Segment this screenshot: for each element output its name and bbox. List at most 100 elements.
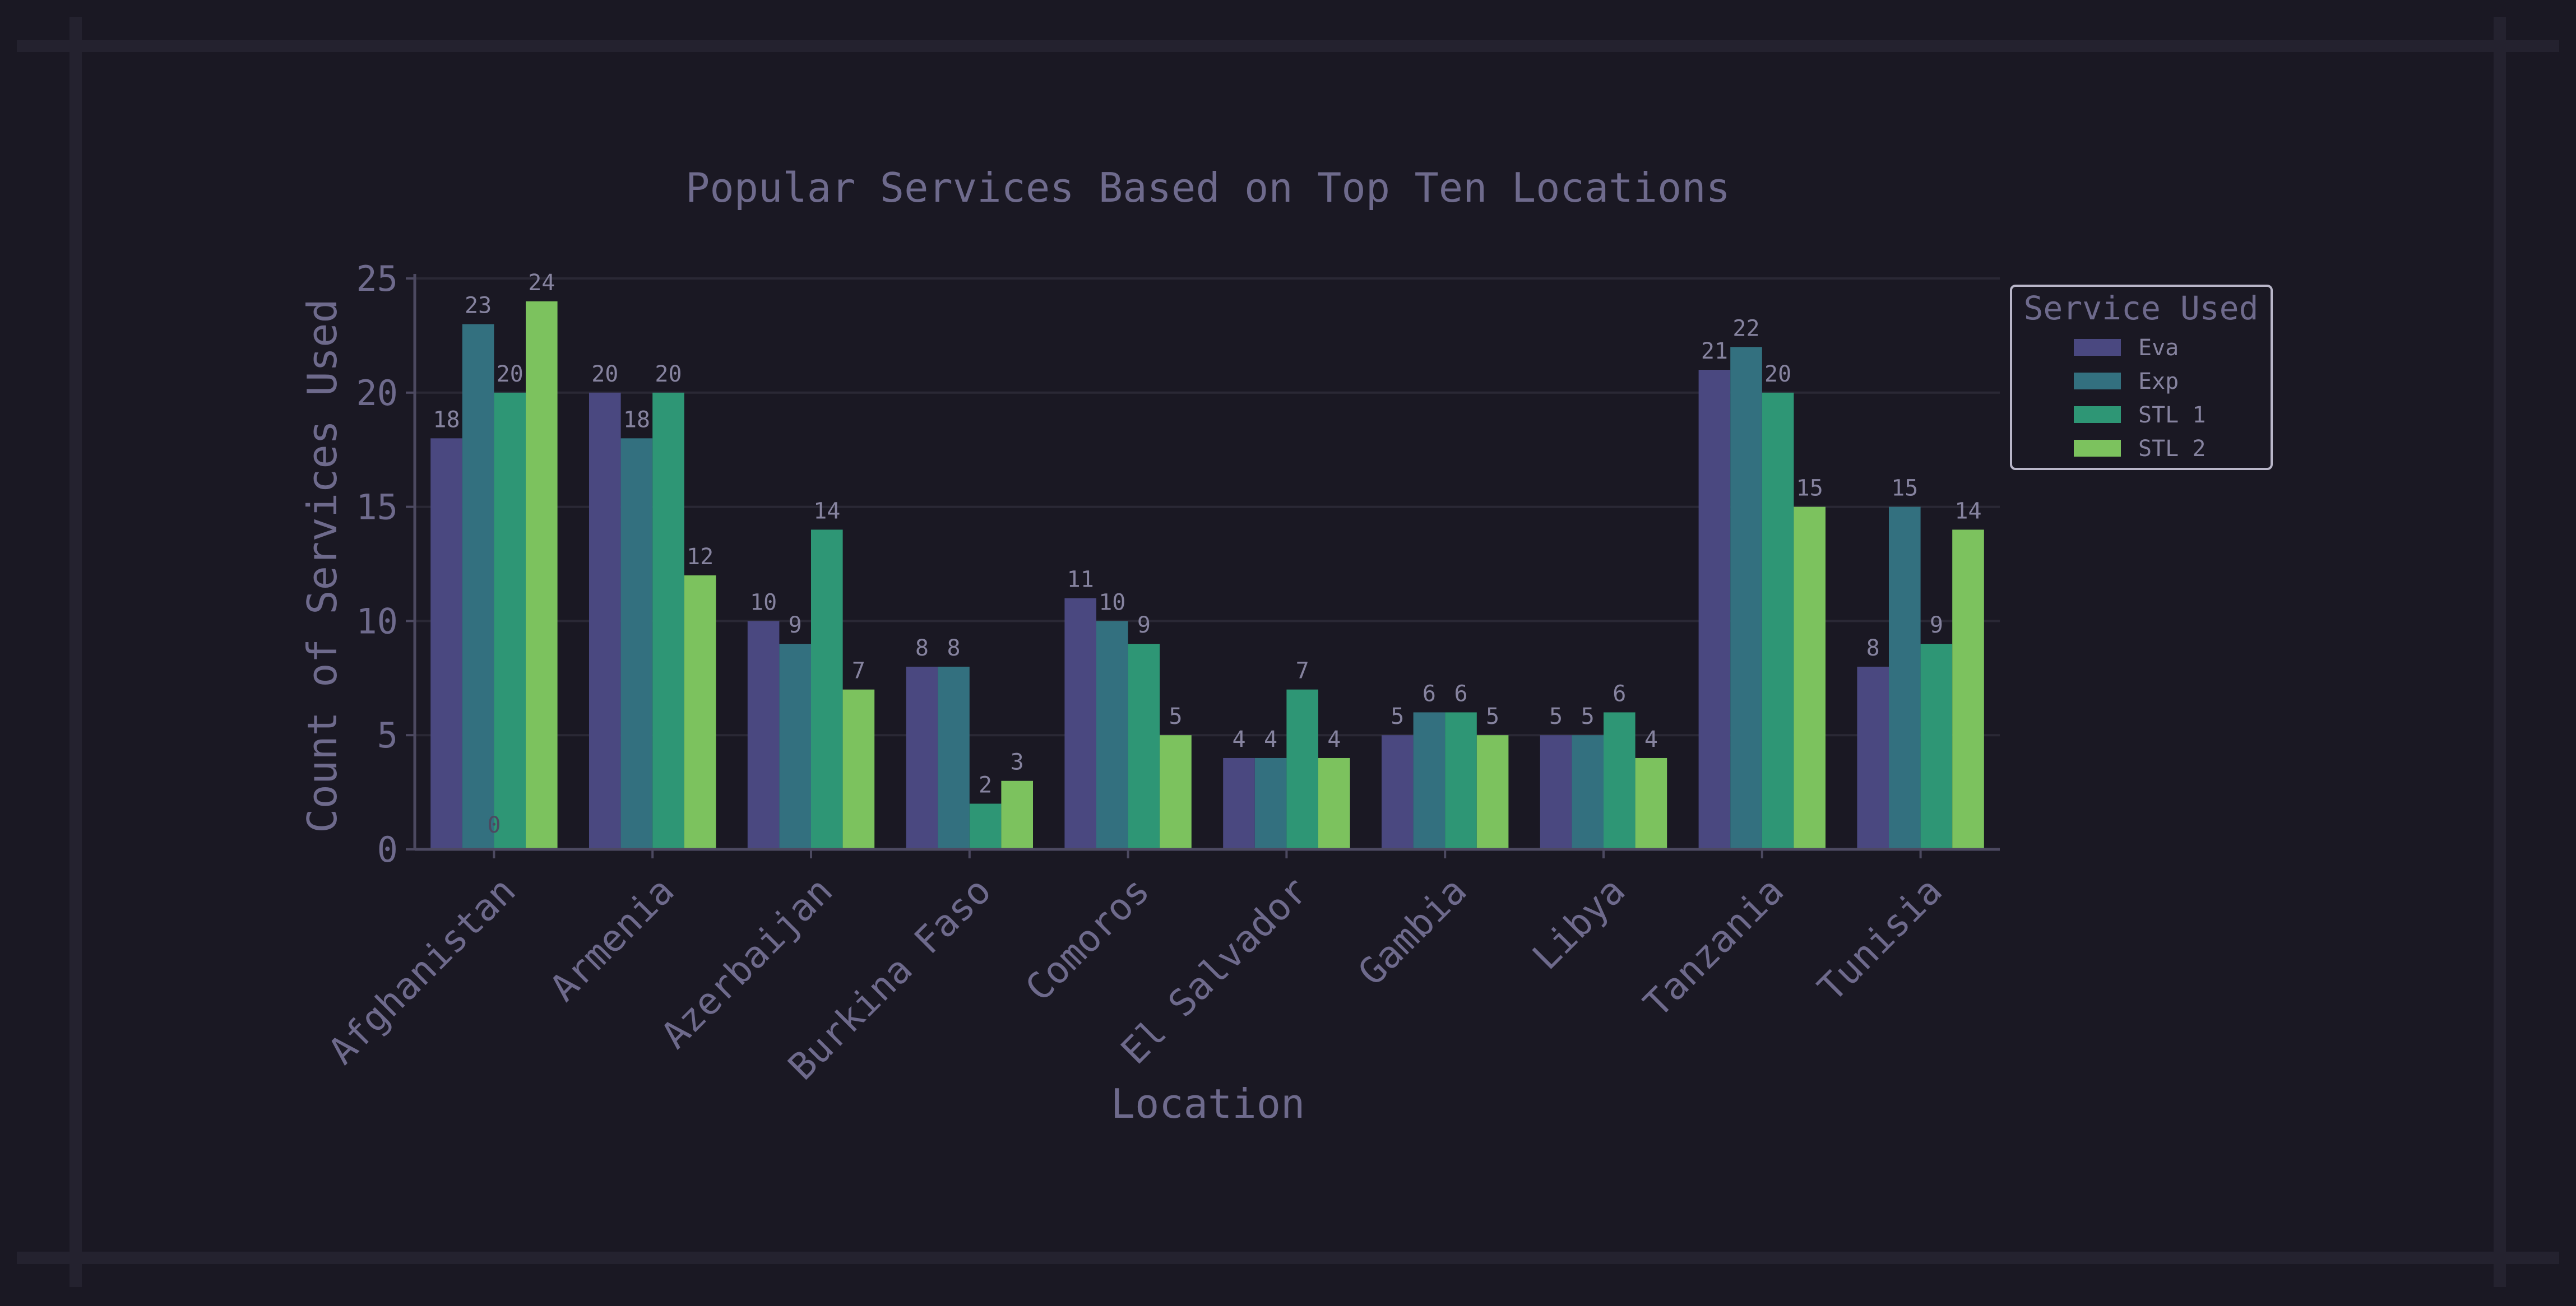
data-label: 8 [915, 635, 929, 661]
data-label: 3 [1011, 750, 1024, 775]
data-label: 20 [655, 361, 682, 387]
y-axis-label: Count of Services Used [299, 299, 346, 833]
bar-eva [1540, 735, 1572, 849]
x-tick-label: Comoros [1017, 869, 1158, 1010]
bar-stl-2 [684, 575, 716, 849]
data-label: 7 [852, 658, 865, 684]
data-label: 14 [813, 498, 840, 524]
x-axis-label: Location [1111, 1080, 1305, 1127]
bar-eva [747, 621, 780, 849]
data-label: 5 [1391, 704, 1404, 729]
data-label: 14 [1954, 498, 1981, 524]
data-label: 2 [979, 772, 992, 798]
bar-eva [430, 438, 462, 849]
data-label: 8 [947, 635, 960, 661]
bar-stl-1 [811, 529, 843, 849]
data-label: 4 [1327, 727, 1341, 752]
data-label: 9 [789, 612, 802, 638]
bar-stl-2 [1794, 506, 1826, 849]
x-tick-label: Gambia [1350, 869, 1475, 994]
x-tick-label: Armenia [541, 869, 682, 1010]
bar-stl-1 [1445, 712, 1477, 849]
data-label: 5 [1549, 704, 1563, 729]
bar-exp [462, 324, 494, 849]
y-tick-label: 5 [377, 715, 398, 756]
legend-box [2010, 285, 2273, 470]
bar-eva [1382, 735, 1414, 849]
legend-label: STL 2 [2138, 436, 2206, 462]
bar-eva [906, 666, 938, 849]
bar-stl-2 [1318, 757, 1350, 849]
y-tick-label: 25 [356, 258, 398, 299]
bar-stl-1 [1604, 712, 1636, 849]
bar-stl-2 [1001, 780, 1033, 849]
data-label: 22 [1732, 315, 1759, 341]
bar-stl-2 [1635, 757, 1667, 849]
chart-title: Popular Services Based on Top Ten Locati… [685, 164, 1730, 211]
bar-exp [620, 438, 653, 849]
bar-exp [1413, 712, 1445, 849]
bar-exp [1254, 757, 1287, 849]
data-label: 24 [528, 270, 555, 296]
x-tick-label: Tunisia [1810, 869, 1950, 1010]
data-label: 23 [465, 293, 492, 319]
data-label: 18 [623, 407, 650, 433]
y-tick-label: 15 [356, 487, 398, 528]
legend-label: Eva [2138, 335, 2179, 361]
bar-stl-1 [969, 803, 1002, 849]
data-label: 6 [1423, 681, 1436, 707]
bar-eva [1223, 757, 1255, 849]
decorative-frame [17, 17, 2559, 1287]
bar-stl-2 [842, 689, 875, 849]
legend-swatch [2074, 440, 2121, 457]
data-label: 4 [1264, 727, 1277, 752]
legend-label: STL 1 [2138, 402, 2206, 428]
bar-eva [1857, 666, 1889, 849]
bar-exp [1730, 347, 1762, 849]
data-label: 6 [1613, 681, 1626, 707]
y-tick-label: 10 [356, 601, 398, 642]
legend-swatch [2074, 373, 2121, 389]
data-label: 18 [433, 407, 460, 433]
data-label: 4 [1232, 727, 1245, 752]
x-tick-label: Libya [1524, 869, 1633, 978]
data-label: 15 [1796, 476, 1823, 501]
data-label: 20 [497, 361, 523, 387]
legend-title: Service Used [2023, 289, 2258, 327]
bar-stl-2 [1160, 735, 1192, 849]
bar-stl-1 [1920, 644, 1953, 849]
bar-stl-1 [1128, 644, 1160, 849]
data-label: 10 [1099, 589, 1125, 615]
data-label: 5 [1486, 704, 1499, 729]
bar-exp [1096, 621, 1128, 849]
bar-eva [589, 392, 621, 849]
data-label: 20 [591, 361, 618, 387]
y-tick-label: 0 [377, 829, 398, 870]
data-label: 15 [1891, 476, 1918, 501]
legend-label: Exp [2138, 369, 2179, 394]
bar-exp [1889, 506, 1921, 849]
data-label: 9 [1930, 612, 1943, 638]
bar-stl-1 [1762, 392, 1794, 849]
bars-group [430, 301, 1984, 849]
bar-stl-1 [652, 392, 684, 849]
data-label: 5 [1169, 704, 1182, 729]
data-label: 8 [1866, 635, 1880, 661]
bar-exp [1572, 735, 1604, 849]
data-label: 4 [1644, 727, 1658, 752]
bar-exp [938, 666, 970, 849]
legend: Service Used Eva Exp STL 1 STL 2 [2010, 285, 2273, 470]
annotation-label: 0 [487, 812, 501, 838]
bar-eva [1064, 598, 1096, 849]
data-label: 9 [1137, 612, 1151, 638]
legend-items: Eva Exp STL 1 STL 2 [2074, 335, 2206, 462]
data-label: 20 [1764, 361, 1791, 387]
bar-exp [779, 644, 811, 849]
bar-stl-2 [1476, 735, 1509, 849]
legend-swatch [2074, 406, 2121, 423]
bar-stl-1 [1286, 689, 1318, 849]
data-label: 12 [687, 544, 714, 570]
